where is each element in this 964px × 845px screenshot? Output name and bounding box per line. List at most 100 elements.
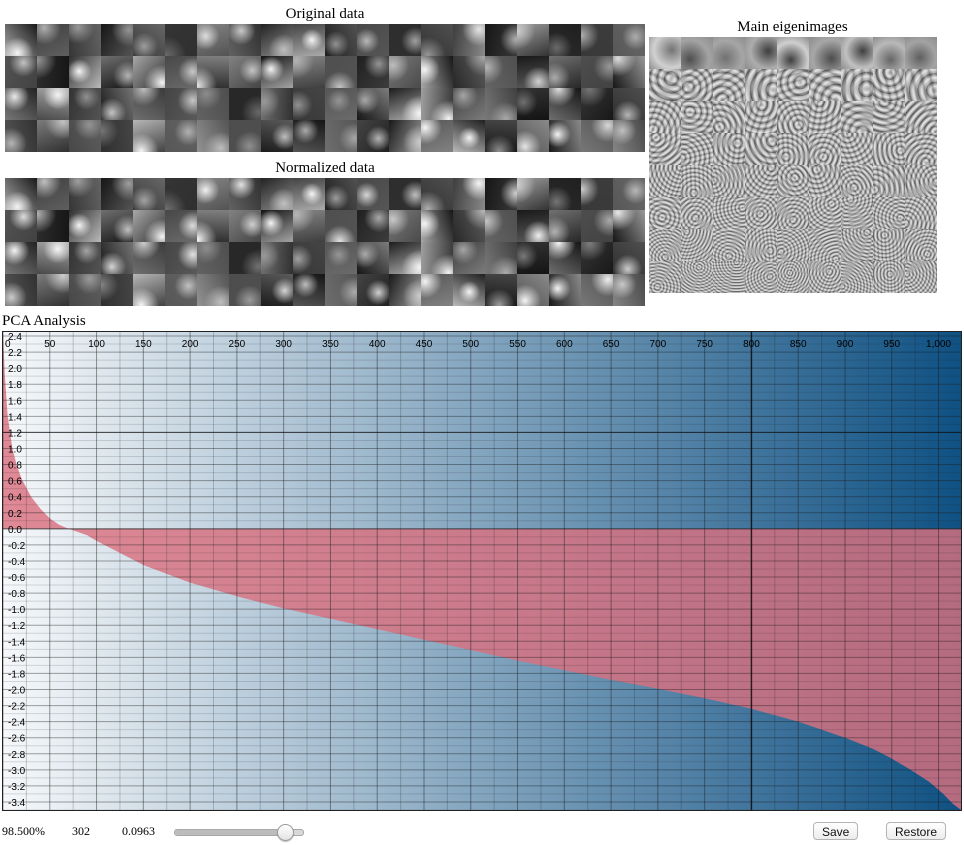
eigenimage-tile <box>905 133 937 165</box>
eigenimage-tile <box>745 101 777 133</box>
image-tile <box>357 242 389 274</box>
eigenimage-tile <box>745 165 777 197</box>
eigenimage-tile <box>841 133 873 165</box>
eigenimage-tile <box>809 69 841 101</box>
image-tile <box>453 210 485 242</box>
image-tile <box>293 242 325 274</box>
eigenimage-tile <box>681 69 713 101</box>
image-tile <box>37 88 69 120</box>
eigenimage-tile <box>809 261 841 293</box>
x-tick-label: 0 <box>5 339 11 350</box>
image-tile <box>613 24 645 56</box>
image-tile <box>101 274 133 306</box>
image-tile <box>261 120 293 152</box>
x-tick-label: 700 <box>650 339 667 350</box>
image-tile <box>165 24 197 56</box>
y-tick-label: -1.4 <box>8 637 26 648</box>
normalized-data-grid <box>5 178 645 306</box>
eigenimage-tile <box>649 37 681 69</box>
image-tile <box>197 242 229 274</box>
eigenimage-tile <box>777 229 809 261</box>
x-tick-label: 300 <box>275 339 292 350</box>
save-button[interactable]: Save <box>813 822 859 840</box>
image-tile <box>101 56 133 88</box>
eigenimages-grid <box>649 37 937 293</box>
pca-chart[interactable]: 0 50 100 150 200 250 300 350 400 450 500 550 600 650 7… <box>2 331 962 811</box>
eigenimage-tile <box>873 101 905 133</box>
original-data-grid <box>5 24 645 152</box>
slider-thumb[interactable] <box>277 824 295 841</box>
eigenimage-tile <box>841 37 873 69</box>
image-tile <box>197 274 229 306</box>
image-tile <box>197 24 229 56</box>
image-tile <box>357 178 389 210</box>
x-tick-label: 850 <box>790 339 807 350</box>
eigenimage-tile <box>713 69 745 101</box>
eigenimage-tile <box>649 101 681 133</box>
image-tile <box>485 274 517 306</box>
threshold-readout: 0.0963 <box>122 824 155 838</box>
variance-readout: 98.500% <box>2 824 45 838</box>
image-tile <box>197 88 229 120</box>
image-tile <box>165 210 197 242</box>
image-tile <box>229 56 261 88</box>
eigenimage-tile <box>841 229 873 261</box>
eigenimage-tile <box>873 261 905 293</box>
image-tile <box>325 56 357 88</box>
image-tile <box>613 120 645 152</box>
x-tick-label: 350 <box>322 339 339 350</box>
image-tile <box>517 242 549 274</box>
image-tile <box>37 24 69 56</box>
image-tile <box>389 120 421 152</box>
y-tick-label: 1.4 <box>8 412 22 423</box>
image-tile <box>261 88 293 120</box>
image-tile <box>165 56 197 88</box>
y-tick-label: 1.6 <box>8 396 22 407</box>
x-tick-label: 500 <box>462 339 479 350</box>
components-slider[interactable] <box>174 824 304 841</box>
x-tick-label: 100 <box>88 339 105 350</box>
y-tick-label: -2.6 <box>8 734 26 745</box>
pca-chart-svg: 0 50 100 150 200 250 300 350 400 450 500 550 600 650 7… <box>3 332 961 810</box>
image-tile <box>581 56 613 88</box>
y-tick-label: 0.6 <box>8 477 22 488</box>
y-tick-label: -0.6 <box>8 573 26 584</box>
image-tile <box>453 56 485 88</box>
image-tile <box>69 56 101 88</box>
normalized-data-title: Normalized data <box>275 160 375 176</box>
eigenimage-tile <box>873 229 905 261</box>
x-tick-label: 900 <box>837 339 854 350</box>
eigenimage-tile <box>745 133 777 165</box>
image-tile <box>5 210 37 242</box>
image-tile <box>197 210 229 242</box>
image-tile <box>453 88 485 120</box>
image-tile <box>133 178 165 210</box>
image-tile <box>549 88 581 120</box>
image-tile <box>485 88 517 120</box>
x-tick-label: 50 <box>44 339 56 350</box>
eigenimage-tile <box>905 101 937 133</box>
image-tile <box>325 210 357 242</box>
eigenimage-tile <box>681 197 713 229</box>
image-tile <box>357 210 389 242</box>
eigenimage-tile <box>873 165 905 197</box>
image-tile <box>261 56 293 88</box>
image-tile <box>549 242 581 274</box>
eigenimage-tile <box>905 165 937 197</box>
eigenimage-tile <box>649 133 681 165</box>
image-tile <box>325 24 357 56</box>
image-tile <box>613 88 645 120</box>
original-data-title: Original data <box>285 6 365 22</box>
image-tile <box>165 120 197 152</box>
y-tick-label: -1.8 <box>8 669 26 680</box>
eigenimage-tile <box>681 165 713 197</box>
x-tick-label: 200 <box>182 339 199 350</box>
restore-button[interactable]: Restore <box>886 822 947 840</box>
eigenimage-tile <box>649 261 681 293</box>
image-tile <box>325 274 357 306</box>
image-tile <box>613 274 645 306</box>
image-tile <box>69 178 101 210</box>
eigenimage-tile <box>777 69 809 101</box>
image-tile <box>581 242 613 274</box>
image-tile <box>581 210 613 242</box>
